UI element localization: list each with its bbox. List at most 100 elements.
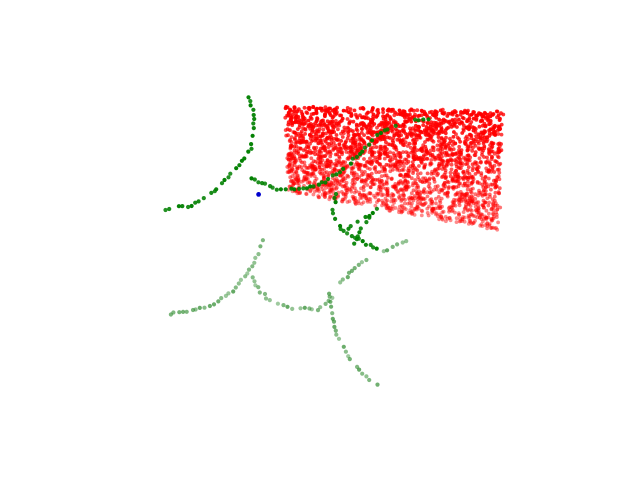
red-point (488, 161, 492, 165)
green-point (301, 186, 305, 190)
red-point (425, 207, 429, 211)
red-point (496, 129, 500, 133)
red-point (464, 184, 468, 188)
red-point (381, 114, 385, 118)
red-point (410, 212, 414, 216)
red-point (468, 126, 472, 130)
red-point (419, 197, 423, 201)
red-point (405, 158, 409, 162)
red-point (449, 218, 453, 222)
red-point (349, 111, 353, 115)
red-point (401, 110, 405, 114)
red-point (408, 169, 412, 173)
green-point (263, 182, 267, 186)
red-point (472, 201, 476, 205)
red-point (309, 151, 313, 155)
red-point (450, 168, 454, 172)
red-point (464, 136, 468, 140)
green-point (352, 242, 356, 246)
red-point (457, 182, 461, 186)
red-point (321, 132, 325, 136)
red-point (470, 136, 474, 140)
green-point (249, 147, 253, 151)
green-point (337, 337, 341, 341)
red-point (308, 163, 312, 167)
green-point (333, 217, 337, 221)
red-point (304, 178, 308, 182)
red-point (437, 167, 441, 171)
green-point (360, 150, 364, 154)
red-point (362, 157, 366, 161)
red-point (465, 158, 469, 162)
red-point (406, 181, 410, 185)
red-point (423, 112, 427, 116)
green-point (297, 187, 301, 191)
red-point (479, 112, 483, 116)
red-point (402, 189, 406, 193)
red-point (375, 139, 379, 143)
red-point (415, 191, 419, 195)
red-point (436, 154, 440, 158)
red-point (483, 175, 487, 179)
red-point (308, 190, 312, 194)
red-point (398, 205, 402, 209)
red-point (372, 113, 376, 117)
green-point (245, 271, 249, 275)
red-point (327, 197, 331, 201)
red-point (297, 176, 301, 180)
red-point (288, 138, 292, 142)
red-point (409, 195, 413, 199)
red-point (317, 134, 321, 138)
red-point (319, 147, 323, 151)
green-point (251, 134, 255, 138)
red-point (438, 201, 442, 205)
red-point (430, 202, 434, 206)
red-point (440, 159, 444, 163)
red-point (370, 149, 374, 153)
green-point (334, 329, 338, 333)
red-point (369, 120, 373, 124)
red-point (455, 179, 459, 183)
red-point (325, 164, 329, 168)
red-point (497, 150, 501, 154)
red-point (427, 185, 431, 189)
green-point (181, 310, 185, 314)
green-point (222, 178, 226, 182)
red-point (426, 195, 430, 199)
red-point (485, 209, 489, 213)
red-point (438, 213, 442, 217)
red-point (462, 117, 466, 121)
red-point (345, 174, 349, 178)
red-point (336, 127, 340, 131)
green-point (364, 374, 368, 378)
green-point (190, 204, 194, 208)
green-point (364, 258, 368, 262)
red-point (428, 191, 432, 195)
red-point (317, 195, 321, 199)
green-point (363, 146, 367, 150)
green-point (252, 261, 256, 265)
red-point (402, 165, 406, 169)
green-point (341, 167, 345, 171)
red-point (354, 199, 358, 203)
red-point (388, 136, 392, 140)
red-point (494, 211, 498, 215)
red-point (421, 143, 425, 147)
red-point (303, 132, 307, 136)
red-point (436, 206, 440, 210)
red-point (429, 162, 433, 166)
green-point (226, 175, 230, 179)
red-point (357, 168, 361, 172)
green-point (234, 285, 238, 289)
green-point (332, 325, 336, 329)
red-point (367, 197, 371, 201)
red-point (388, 165, 392, 169)
green-point (367, 378, 371, 382)
red-point (312, 135, 316, 139)
red-point (453, 118, 457, 122)
green-point (285, 305, 289, 309)
green-point (379, 131, 383, 135)
red-point (344, 139, 348, 143)
red-point (387, 108, 391, 112)
